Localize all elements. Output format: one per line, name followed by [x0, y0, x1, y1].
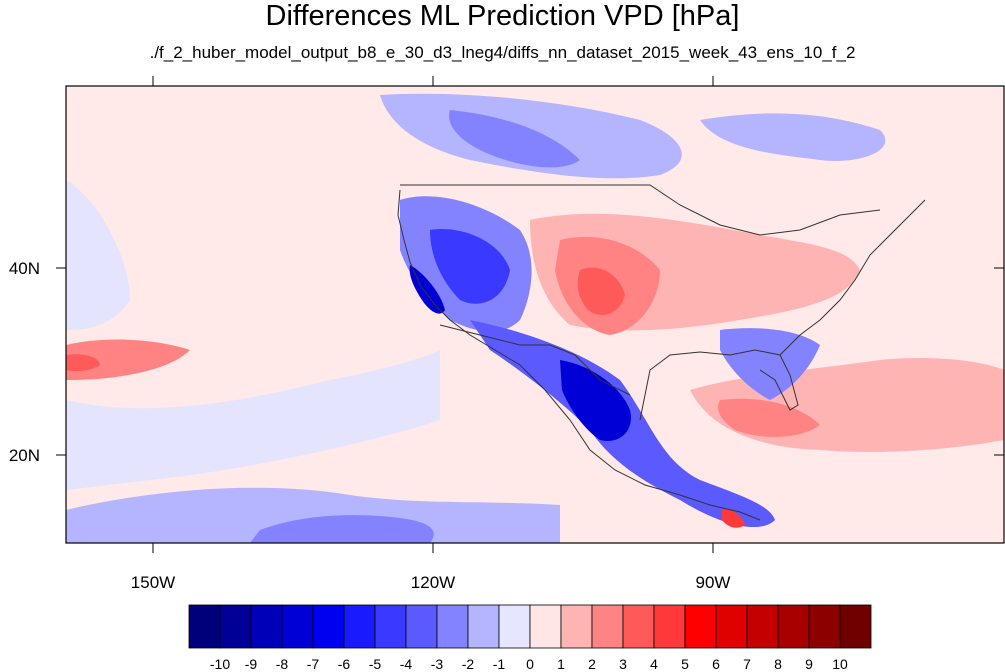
field-pacific-lightblue [66, 350, 440, 490]
field-california-dark [409, 265, 445, 314]
colorbar-box [746, 604, 779, 649]
colorbar-box [436, 604, 469, 649]
map-title: Differences ML Prediction VPD [hPa] [265, 0, 740, 32]
field-hawaii-red-core [66, 354, 100, 372]
colorbar-label: -9 [245, 656, 258, 672]
field-south-blue [66, 487, 560, 543]
colorbar-box [777, 604, 810, 649]
lat-label-40n: 40N [9, 259, 40, 278]
colorbar-box [839, 604, 872, 649]
colorbar-box [684, 604, 717, 649]
colorbar-box [529, 604, 562, 649]
colorbar-box [250, 604, 283, 649]
difference-field [66, 93, 1004, 543]
colorbar-label: 5 [681, 656, 689, 672]
coastline-west [397, 189, 761, 521]
lat-label-20n: 20N [9, 446, 40, 465]
colorbar-label: -8 [276, 656, 289, 672]
colorbar-box [188, 604, 221, 649]
colorbar-label: 7 [743, 656, 751, 672]
colorbar: -10 -9 -8 -7 -6 -5 -4 -3 -2 -1 0 1 2 3 4 5 6 7 8 9 10 [188, 604, 872, 672]
field-centralamerica-red [722, 509, 745, 528]
map-subtitle: ./f_2_huber_model_output_b8_e_30_d3_lneg… [149, 43, 856, 62]
colorbar-label: -6 [338, 656, 351, 672]
coastline-east [779, 199, 926, 356]
field-mexico-dark [560, 360, 631, 441]
colorbar-box [715, 604, 748, 649]
colorbar-box [219, 604, 252, 649]
field-ne-canada-blue [700, 113, 886, 161]
colorbar-box [405, 604, 438, 649]
coastlines [397, 184, 926, 521]
colorbar-box [591, 604, 624, 649]
colorbar-box [808, 604, 841, 649]
border-us-canada [400, 184, 881, 236]
colorbar-label: 6 [712, 656, 720, 672]
colorbar-box [653, 604, 686, 649]
lon-label-120w: 120W [411, 573, 455, 592]
colorbar-box [622, 604, 655, 649]
lon-label-150w: 150W [131, 573, 175, 592]
field-atlantic-red-dark [718, 398, 820, 437]
colorbar-label: -10 [210, 656, 230, 672]
colorbar-label: -2 [462, 656, 475, 672]
map-panel: 150W 120W 90W 40N 20N [9, 76, 1005, 592]
colorbar-label: -5 [369, 656, 382, 672]
lon-label-90w: 90W [696, 573, 731, 592]
map-frame [65, 85, 1005, 544]
colorbar-label: 2 [588, 656, 596, 672]
axis-ticks [56, 76, 1004, 553]
colorbar-labels: -10 -9 -8 -7 -6 -5 -4 -3 -2 -1 0 1 2 3 4 5 6 7 8 9 10 [210, 656, 848, 672]
field-southeast-blue [720, 328, 820, 400]
colorbar-label: -3 [431, 656, 444, 672]
field-canada-blue-dark [449, 110, 580, 168]
colorbar-label: 0 [526, 656, 534, 672]
field-plains-red-core [577, 267, 625, 315]
colorbar-label: 1 [557, 656, 565, 672]
field-hawaii-red [66, 339, 190, 380]
colorbar-box [374, 604, 407, 649]
colorbar-label: -7 [307, 656, 320, 672]
colorbar-boxes [188, 604, 872, 649]
colorbar-label: -1 [493, 656, 506, 672]
colorbar-box [281, 604, 314, 649]
colorbar-box [312, 604, 345, 649]
border-us-mexico [439, 324, 631, 396]
colorbar-label: 8 [774, 656, 782, 672]
colorbar-box [343, 604, 376, 649]
colorbar-box [467, 604, 500, 649]
field-south-blue-dark [250, 515, 434, 543]
colorbar-label: 3 [619, 656, 627, 672]
colorbar-label: 10 [832, 656, 848, 672]
colorbar-box [498, 604, 531, 649]
coastline-gulf [639, 349, 799, 421]
colorbar-box [560, 604, 593, 649]
field-west-blue-dark [430, 229, 510, 304]
colorbar-label: -4 [400, 656, 413, 672]
colorbar-label: 9 [805, 656, 813, 672]
field-pacific-lightblue-2 [66, 180, 130, 330]
colorbar-label: 4 [650, 656, 658, 672]
